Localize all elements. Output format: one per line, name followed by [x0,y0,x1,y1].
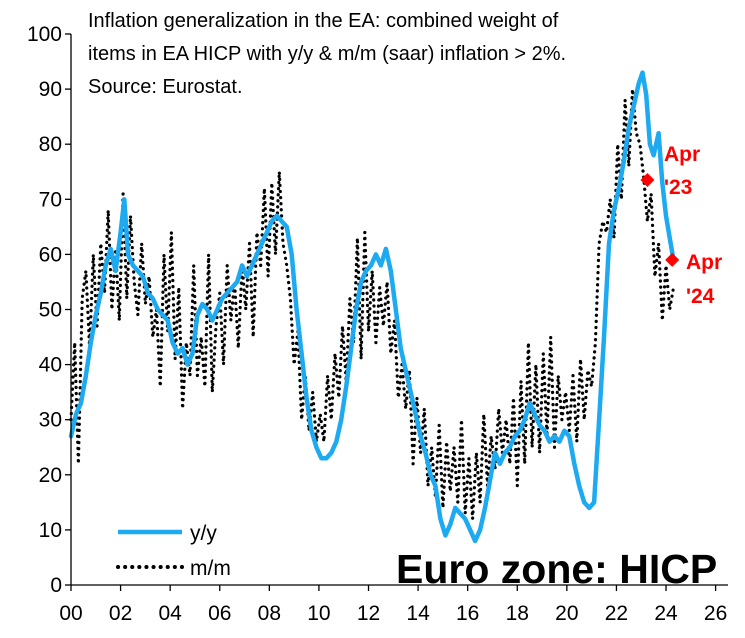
x-tick-label: 02 [109,602,132,625]
x-tick-label: 18 [506,602,529,625]
y-tick-label: 90 [39,78,62,101]
y-tick-label: 100 [27,23,62,46]
annotation-label-apr23-line2: '23 [664,176,692,199]
legend: y/y m/m [116,522,231,580]
y-tick-label: 40 [39,354,62,377]
x-tick-label: 14 [406,602,430,625]
x-tick-label: 10 [307,602,330,625]
series-line-mm [69,87,676,521]
x-tick-label: 26 [704,602,727,625]
annotations: Apr '23 Apr '24 [640,143,722,308]
annotation-marker-apr23 [640,173,655,188]
y-tick-label: 80 [39,133,62,156]
y-tick-label: 30 [39,409,62,432]
y-tick-label: 60 [39,243,62,266]
x-tick-label: 08 [258,602,281,625]
y-tick-label: 0 [50,574,62,597]
y-tick-label: 70 [39,188,62,211]
annotation-marker-apr24 [665,252,680,267]
annotation-label-apr24-line1: Apr [686,251,722,274]
y-tick-label: 50 [39,299,62,322]
annotation-label-apr24-line2: '24 [686,285,715,308]
x-tick-label: 12 [357,602,380,625]
ticks-layer: 0 10 20 30 40 50 60 70 80 90 100 00 02 04 06 08 10 12 14 16… [27,23,727,625]
x-tick-label: 06 [208,602,231,625]
x-tick-label: 04 [158,602,182,625]
legend-label-mm: m/m [190,557,231,580]
series-layer [68,70,676,544]
y-tick-label: 20 [39,464,62,487]
x-tick-label: 24 [654,602,678,625]
title-line-1: Inflation generalization in the EA: comb… [88,10,559,32]
series-line-yy [68,70,676,544]
title-line-3: Source: Eurostat. [88,76,243,98]
y-tick-label: 10 [39,519,62,542]
title-line-2: items in EA HICP with y/y & m/m (saar) i… [88,43,566,65]
annotation-label-apr23-line1: Apr [664,143,700,166]
x-tick-label: 20 [555,602,578,625]
x-tick-label: 16 [456,602,479,625]
chart-watermark: Euro zone: HICP [396,546,717,592]
x-tick-label: 00 [59,602,82,625]
x-tick-label: 22 [605,602,628,625]
chart-title: Inflation generalization in the EA: comb… [88,10,566,98]
legend-label-yy: y/y [190,522,217,545]
